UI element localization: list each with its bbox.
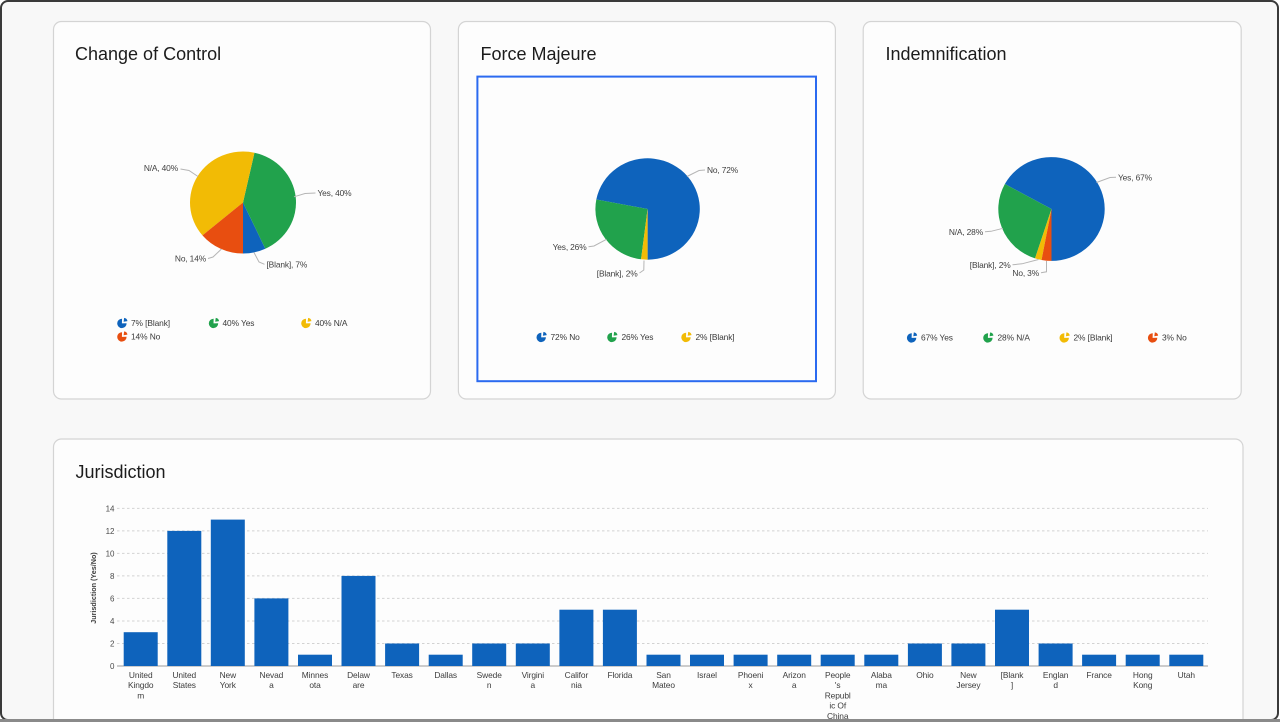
svg-text:France: France (1086, 670, 1112, 680)
svg-text:14% No: 14% No (131, 332, 161, 342)
svg-text:No, 3%: No, 3% (1012, 268, 1039, 278)
svg-text:Jurisdiction (Yes/No): Jurisdiction (Yes/No) (89, 552, 98, 624)
svg-text:Change of Control: Change of Control (75, 44, 221, 64)
svg-text:40% N/A: 40% N/A (315, 318, 348, 328)
svg-text:[Blank], 2%: [Blank], 2% (597, 268, 638, 278)
svg-text:40% Yes: 40% Yes (223, 318, 255, 328)
svg-text:No, 14%: No, 14% (175, 254, 207, 264)
svg-text:[Blank], 7%: [Blank], 7% (267, 259, 308, 269)
svg-text:Texas: Texas (391, 670, 412, 680)
svg-text:26% Yes: 26% Yes (622, 332, 654, 342)
svg-text:10: 10 (106, 549, 115, 558)
svg-text:Dallas: Dallas (434, 670, 457, 680)
svg-text:7% [Blank]: 7% [Blank] (131, 318, 170, 328)
svg-text:[Blank]: [Blank] (1001, 670, 1025, 690)
svg-text:8: 8 (110, 572, 115, 581)
svg-text:12: 12 (106, 527, 115, 536)
svg-text:67% Yes: 67% Yes (921, 333, 953, 343)
svg-text:Yes, 26%: Yes, 26% (553, 242, 588, 252)
svg-text:Force Majeure: Force Majeure (481, 44, 597, 64)
svg-text:4: 4 (110, 617, 115, 626)
svg-text:0: 0 (110, 662, 115, 671)
svg-text:Indemnification: Indemnification (886, 44, 1007, 64)
svg-text:14: 14 (106, 504, 115, 513)
svg-text:Yes, 67%: Yes, 67% (1118, 172, 1153, 182)
svg-text:3% No: 3% No (1162, 333, 1187, 343)
svg-text:Florida: Florida (607, 670, 632, 680)
svg-text:2: 2 (110, 639, 115, 648)
svg-text:Israel: Israel (697, 670, 717, 680)
svg-text:72% No: 72% No (551, 332, 581, 342)
svg-text:No, 72%: No, 72% (707, 165, 739, 175)
svg-text:[Blank], 2%: [Blank], 2% (970, 260, 1011, 270)
svg-text:2% [Blank]: 2% [Blank] (696, 332, 735, 342)
svg-text:2% [Blank]: 2% [Blank] (1074, 333, 1113, 343)
svg-text:N/A, 40%: N/A, 40% (144, 163, 179, 173)
svg-text:N/A, 28%: N/A, 28% (949, 227, 984, 237)
svg-text:Ohio: Ohio (916, 670, 934, 680)
svg-text:Utah: Utah (1178, 670, 1196, 680)
svg-text:Jurisdiction: Jurisdiction (76, 462, 166, 482)
svg-text:6: 6 (110, 594, 115, 603)
svg-text:Yes, 40%: Yes, 40% (318, 188, 353, 198)
svg-text:28% N/A: 28% N/A (998, 333, 1031, 343)
